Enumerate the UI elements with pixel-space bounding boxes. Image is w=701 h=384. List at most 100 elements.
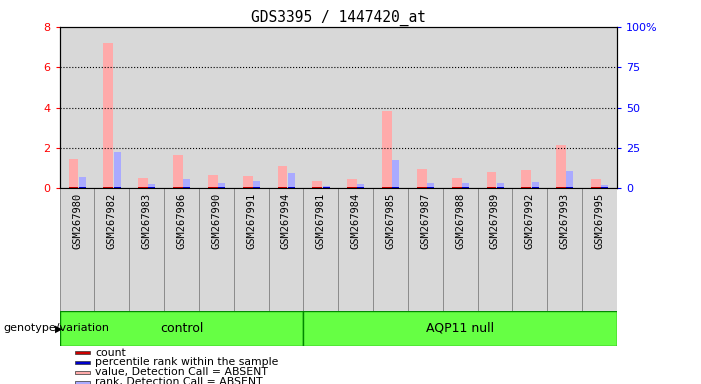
Bar bbox=[253, 187, 260, 188]
Bar bbox=[547, 27, 582, 188]
Bar bbox=[477, 27, 512, 188]
Bar bbox=[417, 169, 427, 188]
Bar bbox=[531, 187, 538, 188]
Text: GSM267993: GSM267993 bbox=[559, 192, 570, 249]
Bar bbox=[477, 188, 512, 330]
Bar bbox=[313, 187, 322, 188]
Text: GSM267981: GSM267981 bbox=[316, 192, 326, 249]
Bar bbox=[173, 187, 183, 188]
Bar bbox=[95, 27, 129, 188]
Text: count: count bbox=[95, 348, 126, 358]
Bar bbox=[278, 187, 287, 188]
Bar bbox=[75, 351, 90, 354]
Text: percentile rank within the sample: percentile rank within the sample bbox=[95, 358, 279, 367]
Bar bbox=[104, 187, 114, 188]
Bar bbox=[522, 187, 531, 188]
Bar bbox=[591, 187, 601, 188]
Text: GSM267984: GSM267984 bbox=[350, 192, 360, 249]
Bar bbox=[462, 183, 469, 188]
Bar bbox=[486, 172, 496, 188]
Bar bbox=[382, 111, 392, 188]
Bar bbox=[393, 160, 399, 188]
Bar bbox=[347, 179, 357, 188]
Title: GDS3395 / 1447420_at: GDS3395 / 1447420_at bbox=[251, 9, 426, 25]
Bar bbox=[486, 187, 496, 188]
Bar bbox=[138, 187, 148, 188]
Text: GSM267985: GSM267985 bbox=[386, 192, 395, 249]
Bar bbox=[347, 187, 357, 188]
Bar bbox=[199, 27, 233, 188]
Bar bbox=[164, 188, 199, 330]
Text: GSM267987: GSM267987 bbox=[421, 192, 430, 249]
Bar bbox=[338, 188, 373, 330]
Bar bbox=[208, 187, 218, 188]
Bar bbox=[591, 179, 601, 188]
Bar bbox=[95, 188, 129, 330]
Bar bbox=[233, 27, 268, 188]
Bar bbox=[60, 27, 95, 188]
Bar bbox=[75, 381, 90, 384]
Bar bbox=[268, 188, 304, 330]
Bar bbox=[129, 27, 164, 188]
Bar bbox=[338, 27, 373, 188]
Bar bbox=[601, 187, 608, 188]
Bar bbox=[417, 187, 427, 188]
Text: GSM267982: GSM267982 bbox=[107, 192, 117, 249]
Bar bbox=[497, 187, 504, 188]
Bar bbox=[451, 187, 461, 188]
Bar bbox=[243, 176, 252, 188]
Bar bbox=[322, 186, 329, 188]
Text: GSM267983: GSM267983 bbox=[142, 192, 151, 249]
Text: ▶: ▶ bbox=[55, 323, 63, 333]
Text: GSM267995: GSM267995 bbox=[594, 192, 604, 249]
Bar bbox=[233, 188, 268, 330]
Text: value, Detection Call = ABSENT: value, Detection Call = ABSENT bbox=[95, 367, 268, 377]
Text: GSM267988: GSM267988 bbox=[455, 192, 465, 249]
Bar bbox=[287, 173, 294, 188]
Bar bbox=[408, 188, 443, 330]
Bar bbox=[287, 187, 294, 188]
Bar bbox=[183, 179, 190, 188]
Text: genotype/variation: genotype/variation bbox=[4, 323, 109, 333]
Bar bbox=[173, 155, 183, 188]
Bar bbox=[408, 27, 443, 188]
Text: GSM267992: GSM267992 bbox=[525, 192, 535, 249]
Bar bbox=[497, 183, 504, 188]
Bar bbox=[358, 187, 365, 188]
Bar bbox=[69, 187, 79, 188]
Text: GSM267980: GSM267980 bbox=[72, 192, 82, 249]
Text: GSM267990: GSM267990 bbox=[211, 192, 222, 249]
Bar bbox=[199, 188, 233, 330]
Bar bbox=[114, 152, 121, 188]
Bar bbox=[164, 27, 199, 188]
Bar bbox=[393, 187, 399, 188]
Bar bbox=[69, 159, 79, 188]
Bar bbox=[443, 188, 477, 330]
Bar bbox=[582, 27, 617, 188]
Bar bbox=[382, 187, 392, 188]
Bar bbox=[547, 188, 582, 330]
Bar bbox=[208, 175, 218, 188]
Bar bbox=[243, 187, 252, 188]
Bar bbox=[462, 187, 469, 188]
Bar bbox=[149, 187, 156, 188]
Bar bbox=[129, 188, 164, 330]
Bar bbox=[79, 177, 86, 188]
Bar bbox=[268, 27, 304, 188]
Bar bbox=[149, 184, 156, 188]
Bar bbox=[218, 187, 225, 188]
Text: control: control bbox=[160, 322, 203, 335]
Bar bbox=[557, 145, 566, 188]
Bar bbox=[512, 27, 547, 188]
Bar bbox=[557, 187, 566, 188]
Bar bbox=[373, 27, 408, 188]
Bar bbox=[75, 371, 90, 374]
Bar bbox=[138, 178, 148, 188]
Text: GSM267994: GSM267994 bbox=[281, 192, 291, 249]
Bar bbox=[601, 185, 608, 188]
Bar bbox=[60, 311, 304, 346]
Bar bbox=[304, 27, 338, 188]
Bar bbox=[75, 361, 90, 364]
Text: rank, Detection Call = ABSENT: rank, Detection Call = ABSENT bbox=[95, 377, 263, 384]
Text: GSM267986: GSM267986 bbox=[177, 192, 186, 249]
